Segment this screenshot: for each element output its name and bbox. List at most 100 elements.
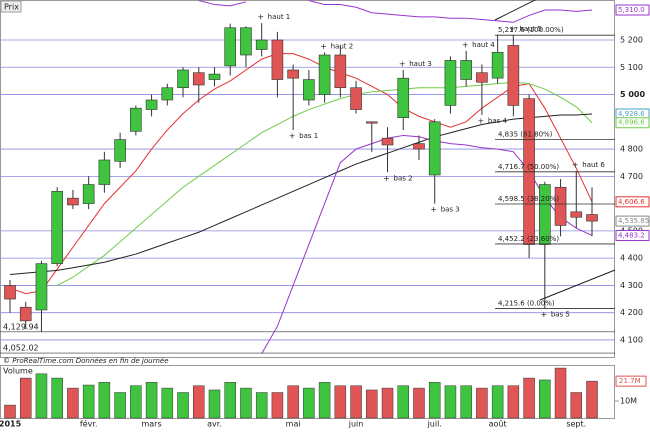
price-plot — [0, 0, 615, 354]
y-tick-label: 5 000 — [620, 90, 645, 99]
candle-body — [476, 72, 488, 83]
annotation-marker: + — [572, 160, 579, 169]
annotation-marker: + — [430, 205, 437, 214]
volume-bar — [428, 382, 441, 419]
annotation: bas 1 — [299, 132, 318, 140]
y-tick-label: 5 100 — [620, 63, 643, 72]
candle-body — [365, 121, 378, 124]
annotation: haut 5 — [519, 25, 542, 33]
volume-bar — [366, 389, 378, 419]
volume-bar — [224, 382, 236, 419]
volume-bar — [303, 387, 315, 419]
annotation-marker: + — [289, 131, 296, 140]
candle-body — [192, 72, 205, 86]
fibonacci-label: 4,598.5 (38.20%) — [498, 195, 559, 203]
y-tick-label: 4 800 — [620, 145, 643, 154]
volume-bar — [208, 389, 221, 419]
y-tick-label: 10M — [620, 397, 637, 406]
annotation-marker: + — [462, 40, 469, 49]
price-label-box — [615, 215, 650, 227]
x-tick-label: mars — [141, 420, 161, 429]
volume-bar — [51, 377, 63, 419]
volume-bar — [507, 385, 520, 419]
volume-bar — [334, 385, 347, 419]
x-tick-label: juin — [348, 420, 364, 429]
candle-body — [35, 263, 48, 311]
line-series — [198, 0, 593, 23]
annotation: haut 1 — [268, 13, 291, 21]
candle-body — [82, 184, 95, 204]
price-label: 4,483.2 — [618, 231, 645, 239]
line-series — [261, 134, 593, 354]
trend-line — [539, 269, 616, 301]
x-tick-label: févr. — [80, 419, 98, 429]
y-tick-label: 5 200 — [620, 36, 643, 45]
price-label-box — [615, 117, 650, 129]
volume-title: Volume — [3, 367, 33, 376]
candle-body — [318, 54, 331, 95]
x-tick-label: 2015 — [0, 420, 22, 429]
line-series — [9, 53, 593, 295]
x-tick-label: août — [489, 420, 507, 429]
title-box — [0, 0, 22, 13]
candle-body — [161, 87, 174, 101]
volume-bar — [255, 392, 268, 419]
fibonacci-label: 4,215.6 (0.00%) — [498, 299, 555, 307]
volume-bar — [554, 367, 567, 419]
volume-bar — [98, 382, 111, 419]
volume-bar — [586, 380, 598, 419]
candle-body — [444, 60, 457, 106]
candle-body — [224, 27, 237, 67]
candle-body — [208, 73, 221, 80]
price-label: 5,310.0 — [618, 6, 645, 14]
candle-body — [413, 143, 425, 150]
candle-body — [460, 60, 472, 80]
volume-bar — [397, 385, 409, 419]
volume-bar — [287, 385, 299, 419]
volume-bar — [318, 382, 331, 419]
candle-body — [381, 137, 394, 146]
candle-body — [67, 197, 79, 206]
annotation: bas 3 — [441, 206, 460, 214]
candle-body — [586, 214, 598, 222]
volume-frame — [0, 365, 615, 419]
annotation-marker: + — [320, 42, 327, 51]
y-tick-label: 4 100 — [620, 335, 643, 344]
x-tick-label: juil. — [427, 420, 442, 429]
candle-body — [491, 51, 504, 79]
fibonacci-label: 4,716.7 (50.00%) — [498, 163, 559, 171]
price-label-box — [615, 4, 650, 16]
candle-body — [114, 139, 126, 162]
annotation-marker: + — [383, 174, 390, 183]
volume-bar — [161, 387, 174, 419]
candle-body — [428, 121, 441, 176]
price-label-box — [615, 229, 650, 241]
y-tick-label: 4 400 — [620, 254, 643, 263]
annotation-marker: + — [478, 116, 485, 125]
volume-bar — [476, 387, 488, 419]
candle-body — [539, 184, 551, 245]
candle-body — [145, 99, 158, 110]
volume-bar — [539, 379, 551, 419]
volume-bar — [177, 392, 189, 419]
volume-bar — [381, 387, 394, 419]
candle-body — [570, 211, 583, 218]
trend-line — [494, 0, 537, 21]
x-tick-label: mai — [286, 420, 301, 429]
candle-body — [303, 79, 315, 101]
candle-body — [51, 191, 63, 264]
volume-bar — [523, 377, 535, 419]
candle-body — [4, 285, 16, 300]
volume-label: 21.7M — [619, 377, 641, 385]
volume-bar — [350, 385, 362, 419]
volume-bar — [491, 385, 504, 419]
volume-label-box — [615, 375, 647, 387]
annotation: bas 5 — [551, 310, 570, 318]
candle-body — [98, 159, 111, 185]
candle-body — [255, 39, 268, 50]
candle-body — [554, 186, 567, 226]
fibonacci-label: 4,452.2 (23.60%) — [498, 235, 559, 243]
annotation-marker: + — [257, 13, 264, 22]
annotation-marker: + — [399, 59, 406, 68]
